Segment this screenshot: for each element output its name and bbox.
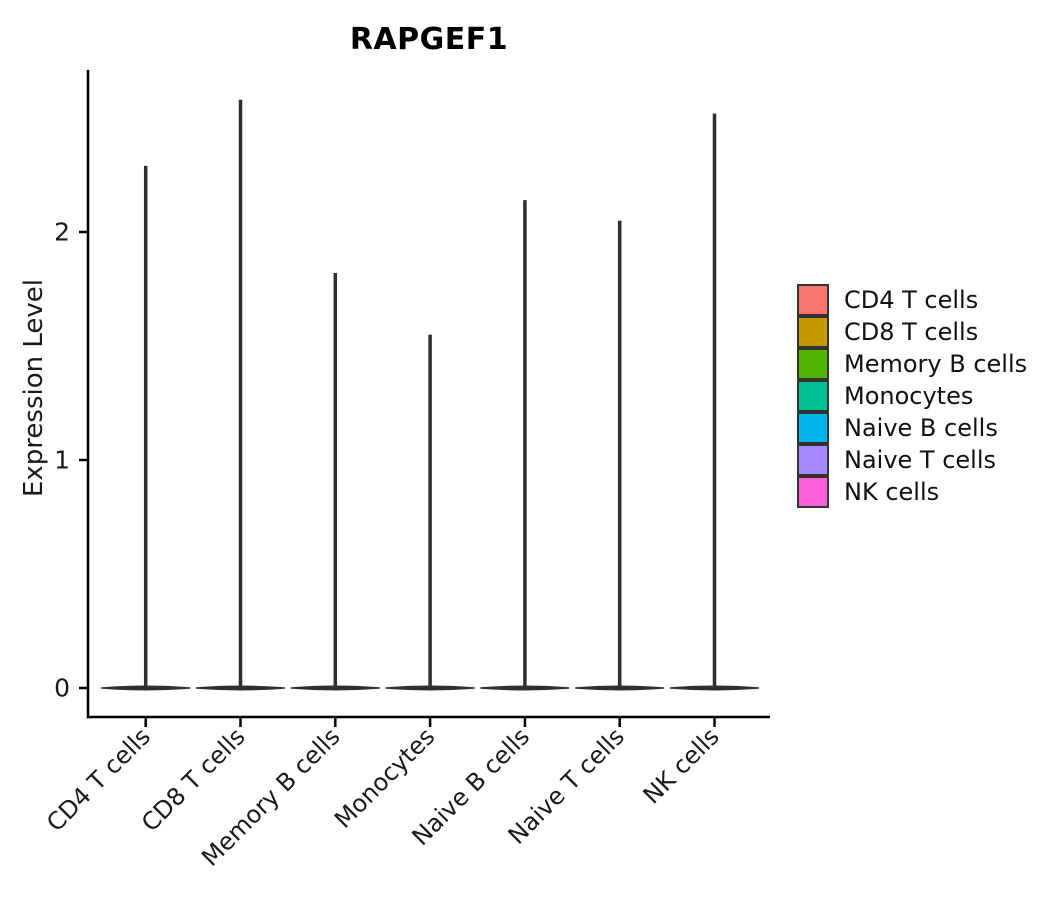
legend-item-label: Naive B cells [844, 414, 998, 442]
violin-body [100, 685, 191, 691]
legend-swatch [797, 444, 829, 476]
legend-item: Monocytes [797, 380, 1027, 412]
violin-body [480, 685, 570, 691]
legend-item: NK cells [797, 476, 1027, 508]
legend-item: Naive B cells [797, 412, 1027, 444]
legend-swatch [797, 476, 829, 508]
violin-body [290, 685, 381, 691]
x-tick-label: NK cells [638, 722, 725, 809]
y-tick-label: 2 [54, 218, 70, 247]
y-tick-label: 0 [54, 674, 70, 703]
chart-title: RAPGEF1 [349, 22, 509, 57]
legend-item-label: CD8 T cells [844, 318, 979, 346]
legend: CD4 T cells CD8 T cells Memory B cells Mono… [797, 284, 1027, 508]
legend-item: Naive T cells [797, 444, 1027, 476]
violin-body [669, 685, 760, 691]
legend-item-label: CD4 T cells [844, 286, 979, 314]
y-tick-label: 1 [54, 446, 70, 475]
violin-body [574, 685, 665, 691]
legend-item: CD8 T cells [797, 316, 1027, 348]
legend-swatch [797, 380, 829, 412]
legend-item-label: Naive T cells [844, 446, 997, 474]
legend-item-label: Monocytes [844, 382, 974, 410]
legend-swatch [797, 284, 829, 316]
legend-item-label: Memory B cells [844, 350, 1028, 378]
legend-item: Memory B cells [797, 348, 1027, 380]
legend-swatch [797, 316, 829, 348]
legend-swatch [797, 412, 829, 444]
legend-swatch [797, 348, 829, 380]
legend-item: CD4 T cells [797, 284, 1027, 316]
violin-body [385, 685, 475, 691]
violin-body [195, 685, 286, 691]
legend-item-label: NK cells [844, 478, 940, 506]
